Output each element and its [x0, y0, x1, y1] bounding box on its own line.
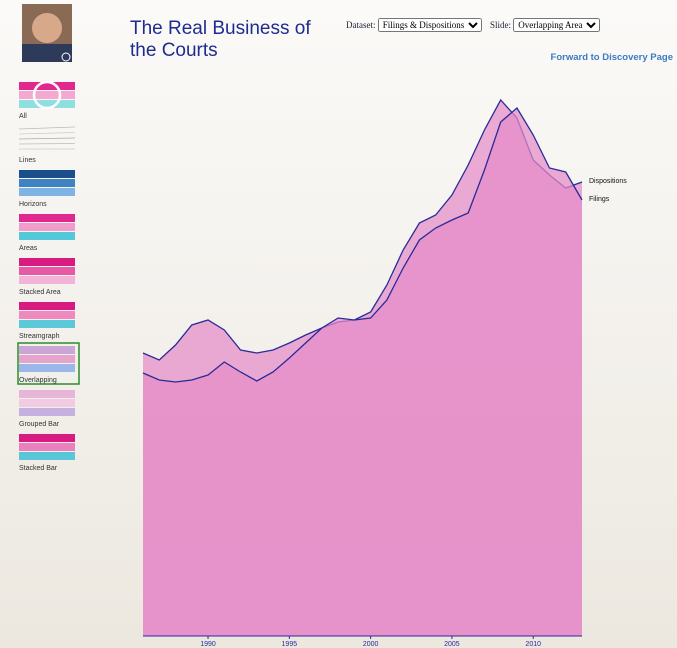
x-tick-label: 2005	[444, 641, 460, 648]
thumb-band	[19, 390, 75, 398]
thumb-line	[18, 132, 76, 135]
dataset-label: Dataset:	[346, 20, 376, 30]
thumb-band	[19, 100, 75, 108]
thumb-selected	[17, 342, 80, 385]
presenter-suit	[22, 44, 72, 62]
thumb-band	[19, 399, 75, 407]
thumb-play	[32, 80, 62, 110]
thumbnail[interactable]: Stacked Bar	[19, 434, 75, 472]
x-tick-label: 2010	[525, 641, 541, 648]
thumb-band	[19, 82, 75, 90]
thumbnail[interactable]: Areas	[19, 214, 75, 252]
chart: Dispositions Filings 1990 1995 2000 2005 2010	[142, 98, 627, 648]
x-tick-label: 2000	[363, 641, 379, 648]
thumb-band	[19, 188, 75, 196]
slide-control: Slide: Overlapping Area	[490, 18, 601, 32]
slide-label: Slide:	[490, 20, 512, 30]
series-label: Filings	[589, 196, 610, 203]
thumbnail[interactable]: Stacked Area	[19, 258, 75, 296]
thumb-band	[19, 355, 75, 363]
area-outline	[142, 98, 583, 361]
page-title: The Real Business of the Courts	[130, 18, 311, 61]
thumbnail-nav: All Lines Horizons Areas Stacked Area Streamg…	[17, 80, 80, 472]
thumb-label: Overlapping	[19, 377, 57, 384]
thumbnail[interactable]: All	[19, 80, 75, 120]
thumb-band	[19, 364, 75, 372]
thumb-label: Grouped Bar	[19, 421, 60, 428]
thumb-label: Stacked Bar	[19, 465, 58, 472]
thumb-band	[19, 170, 75, 178]
x-tick-label: 1995	[282, 641, 298, 648]
thumb-band	[19, 434, 75, 442]
thumb-band	[19, 223, 75, 231]
thumbnail[interactable]: Streamgraph	[19, 302, 75, 340]
thumbnail[interactable]: Horizons	[19, 170, 75, 208]
slide-select[interactable]: Overlapping Area	[513, 18, 601, 32]
play-icon[interactable]	[61, 52, 71, 62]
dataset-control: Dataset: Filings & Dispositions	[346, 18, 482, 32]
dataset-select[interactable]: Filings & Dispositions	[377, 18, 482, 32]
thumb-label: All	[19, 113, 27, 120]
thumbnail[interactable]: Grouped Bar	[19, 390, 75, 428]
thumb-band	[19, 276, 75, 284]
area-outline	[142, 107, 583, 383]
thumb-line	[18, 137, 76, 140]
area	[143, 108, 582, 636]
thumbnail[interactable]: Lines	[18, 126, 76, 164]
thumb-band	[19, 443, 75, 451]
thumb-label: Lines	[19, 157, 36, 164]
thumb-band	[19, 91, 75, 99]
thumb-band	[19, 311, 75, 319]
thumb-band	[19, 302, 75, 310]
presenter-face	[32, 13, 62, 43]
thumb-line	[18, 126, 76, 130]
thumb-label: Stacked Area	[19, 289, 61, 296]
thumb-label: Areas	[19, 245, 38, 252]
thumb-band	[19, 214, 75, 222]
discovery-link[interactable]: Forward to Discovery Page	[550, 52, 673, 63]
thumb-band	[19, 320, 75, 328]
thumb-band	[19, 232, 75, 240]
thumb-band	[19, 179, 75, 187]
thumb-band	[19, 346, 75, 354]
thumb-band	[19, 267, 75, 275]
thumb-band	[19, 258, 75, 266]
series-label: Dispositions	[589, 178, 627, 185]
thumb-band	[19, 408, 75, 416]
thumbnail[interactable]: Overlapping	[17, 342, 80, 385]
thumb-label: Streamgraph	[19, 333, 60, 340]
thumb-line	[18, 143, 76, 145]
thumb-band	[19, 452, 75, 460]
x-tick-label: 1990	[200, 641, 216, 648]
thumb-label: Horizons	[19, 201, 47, 208]
